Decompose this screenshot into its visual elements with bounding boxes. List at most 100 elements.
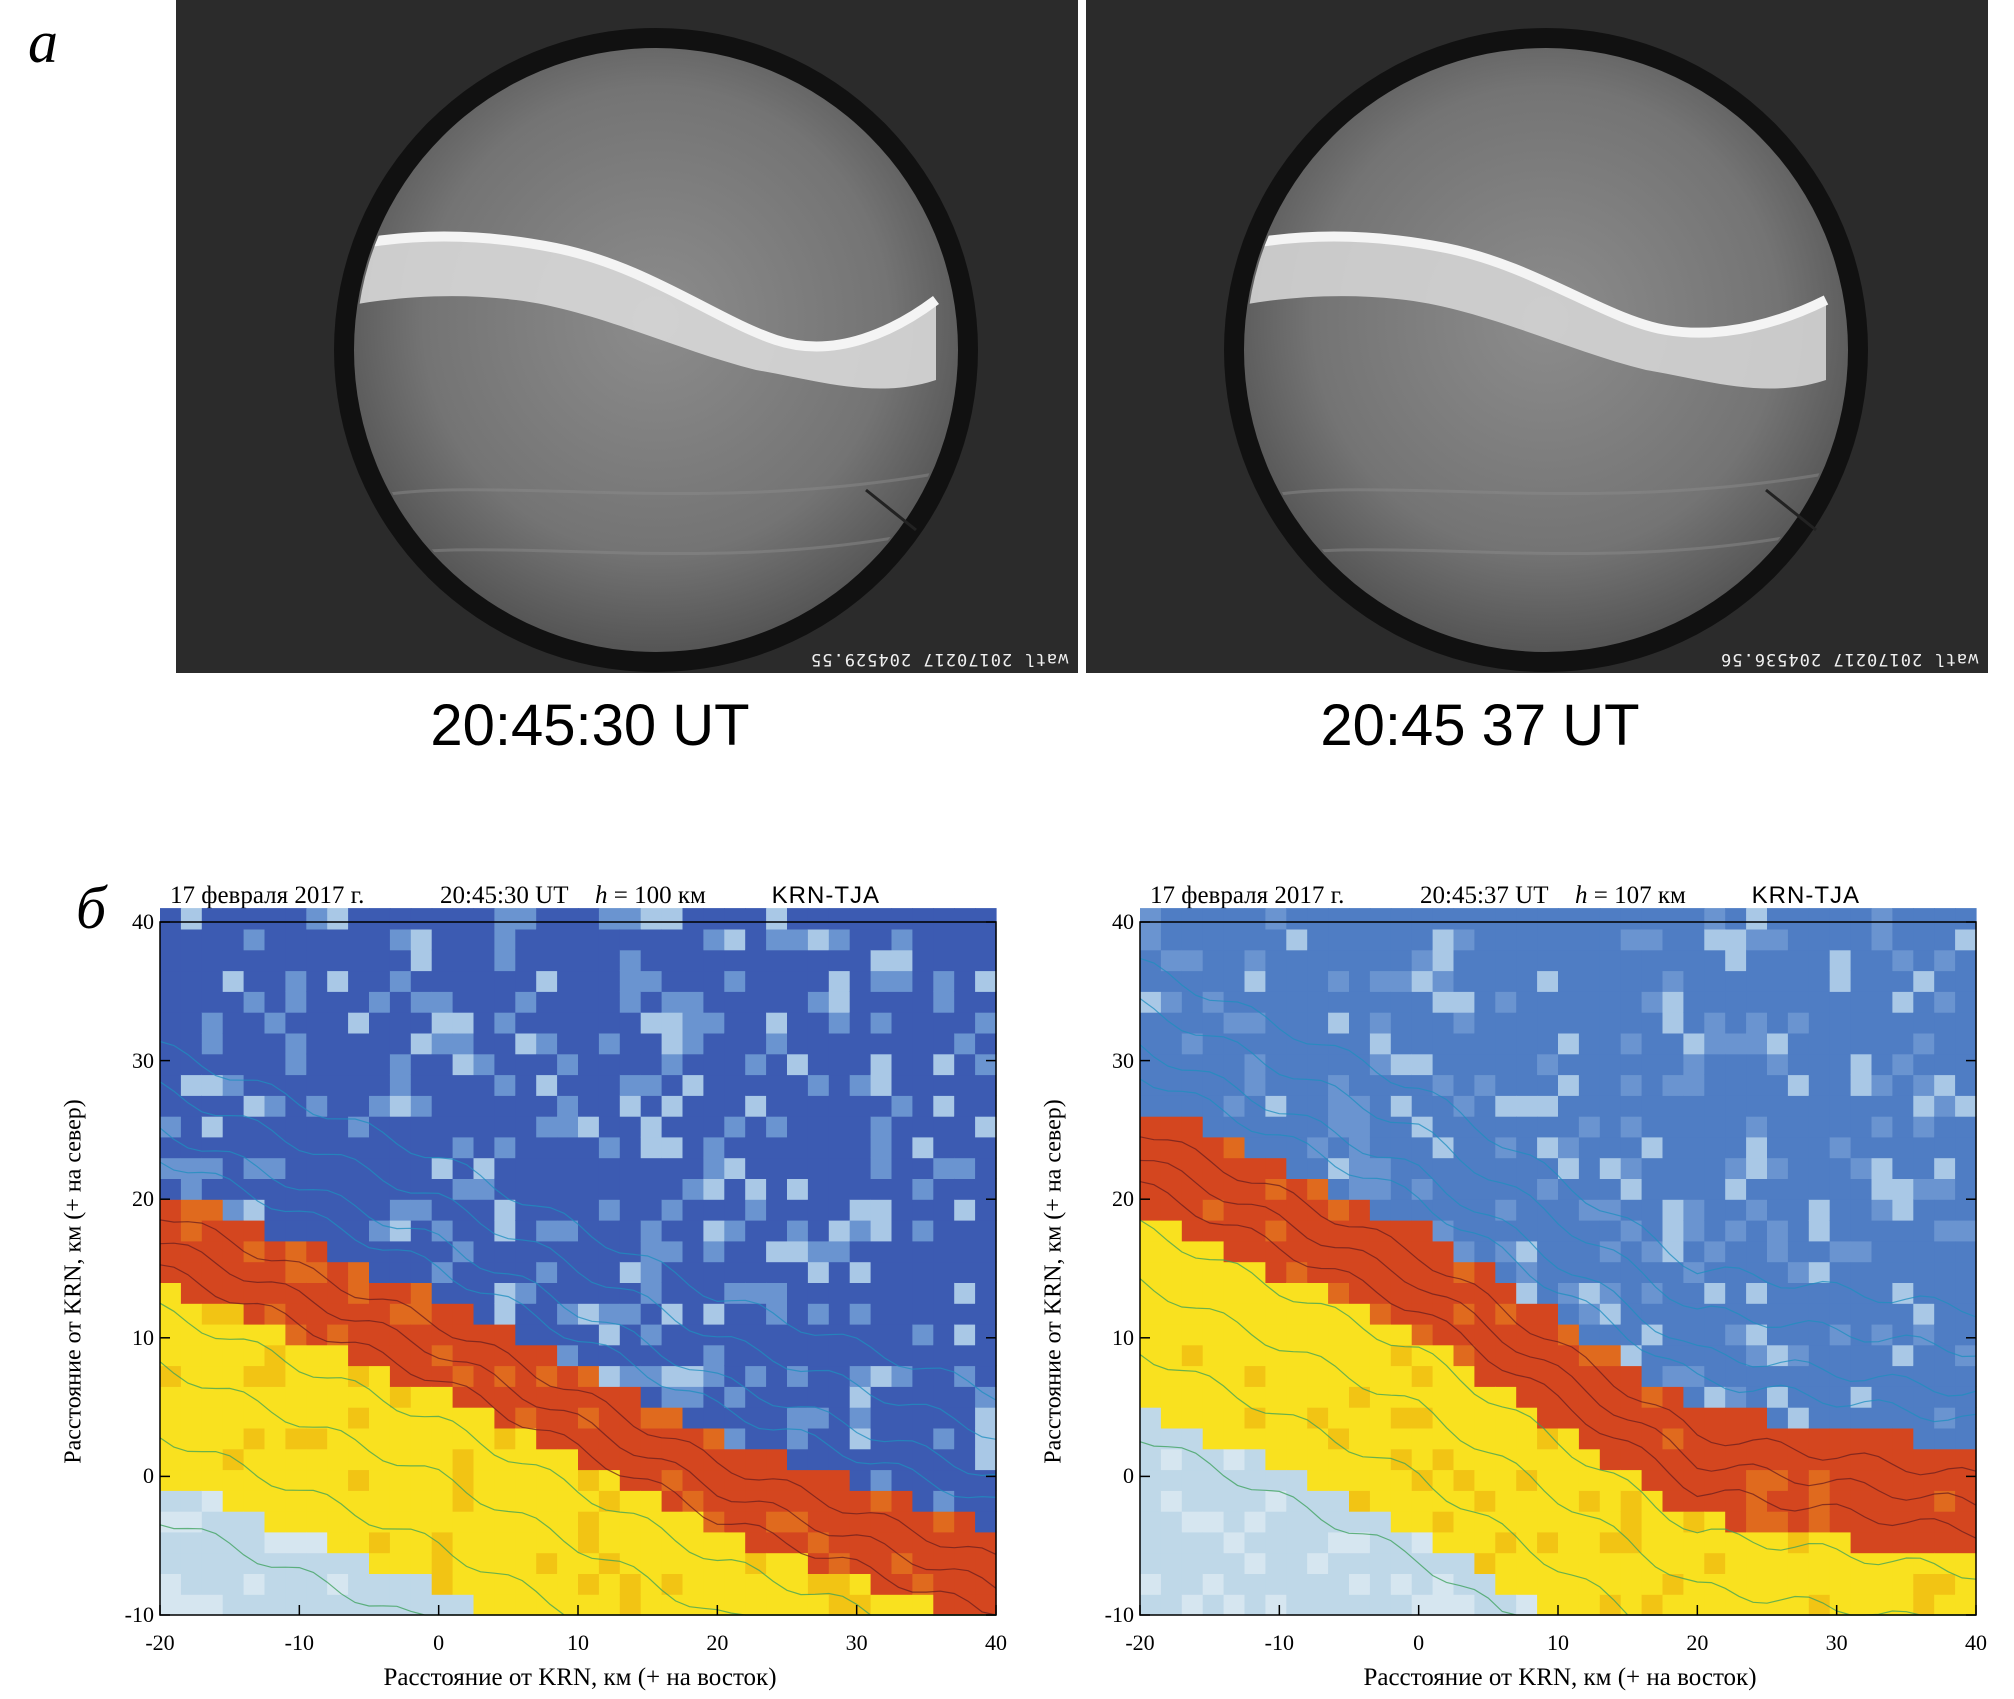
heatmap-cell bbox=[431, 1199, 454, 1221]
heatmap-cell bbox=[1850, 1178, 1873, 1200]
heatmap-cell bbox=[1850, 1552, 1873, 1574]
heatmap-cell bbox=[640, 1303, 663, 1325]
heatmap-cell bbox=[1955, 1095, 1977, 1117]
heatmap-cell bbox=[243, 1282, 266, 1304]
heatmap-cell bbox=[619, 1178, 642, 1200]
heatmap-cell bbox=[180, 1282, 203, 1304]
heatmap-cell bbox=[1286, 1053, 1308, 1076]
heatmap-cell bbox=[410, 1344, 433, 1367]
heatmap-cell bbox=[1369, 991, 1392, 1013]
heatmap-cell bbox=[724, 1469, 746, 1491]
heatmap-cell bbox=[389, 928, 412, 951]
heatmap-cell bbox=[1558, 1136, 1580, 1159]
heatmap-cell bbox=[1767, 1136, 1789, 1159]
heatmap-cell bbox=[578, 1344, 600, 1367]
heatmap-cell bbox=[724, 1490, 746, 1512]
heatmap-cell bbox=[807, 1511, 830, 1533]
heatmap-cell bbox=[975, 1136, 997, 1159]
heatmap-cell bbox=[849, 1199, 872, 1221]
heatmap-cell bbox=[1432, 1199, 1455, 1221]
heatmap-cell bbox=[724, 1344, 746, 1367]
heatmap-cell bbox=[1892, 1178, 1914, 1200]
heatmap-cell bbox=[1453, 1012, 1475, 1034]
heatmap-cell bbox=[1746, 991, 1768, 1013]
heatmap-cell bbox=[724, 1323, 746, 1346]
heatmap-cell bbox=[1641, 1012, 1664, 1034]
heatmap-cell bbox=[1746, 1303, 1768, 1325]
heatmap-cell bbox=[912, 1490, 934, 1512]
heatmap-cell bbox=[912, 1594, 934, 1616]
heatmap-cell bbox=[494, 1136, 516, 1159]
heatmap-cell bbox=[1787, 1386, 1810, 1408]
heatmap-cell bbox=[1474, 1074, 1496, 1096]
heatmap-cell bbox=[536, 1511, 558, 1533]
heatmap-cell bbox=[933, 1469, 955, 1491]
heatmap-cell bbox=[160, 1469, 182, 1491]
heatmap-cell bbox=[1474, 1032, 1496, 1055]
heatmap-cell bbox=[1787, 1511, 1810, 1533]
heatmap-cell bbox=[745, 1552, 767, 1574]
heatmap-cell bbox=[807, 1261, 830, 1283]
heatmap-cell bbox=[264, 1552, 286, 1574]
heatmap-cell bbox=[1537, 1012, 1559, 1034]
heatmap-cell bbox=[598, 1261, 621, 1283]
heatmap-cell bbox=[975, 1282, 997, 1304]
heatmap-cell bbox=[473, 1178, 495, 1200]
heatmap-cell bbox=[1808, 970, 1831, 992]
heatmap-cell bbox=[1286, 1511, 1308, 1533]
heatmap-cell bbox=[1411, 1365, 1434, 1387]
heatmap-cell bbox=[243, 928, 266, 951]
heatmap-cell bbox=[264, 1303, 286, 1325]
heatmap-cell bbox=[1223, 1282, 1246, 1304]
heatmap-cell bbox=[1537, 1407, 1559, 1429]
heatmap-cell bbox=[515, 1220, 537, 1242]
heatmap-cell bbox=[369, 1490, 391, 1512]
heatmap-cell bbox=[766, 1053, 788, 1076]
heatmap-cell bbox=[640, 1365, 663, 1387]
heatmap-cell bbox=[1871, 991, 1893, 1013]
heatmap-cell bbox=[306, 1012, 328, 1034]
heatmap-cell bbox=[1578, 1469, 1601, 1491]
heatmap-cell bbox=[1662, 1448, 1684, 1471]
heatmap-cell bbox=[1746, 1136, 1768, 1159]
heatmap-cell bbox=[201, 1552, 224, 1574]
heatmap-cell bbox=[1160, 1053, 1183, 1076]
heatmap-cell bbox=[1453, 1344, 1475, 1367]
heatmap-cell bbox=[1390, 1511, 1413, 1533]
heatmap-cell bbox=[1850, 1157, 1873, 1179]
heatmap-cell bbox=[1767, 1157, 1789, 1179]
heatmap-cell bbox=[369, 1053, 391, 1076]
heatmap-cell bbox=[1641, 970, 1664, 992]
heatmap-cell bbox=[1307, 1407, 1329, 1429]
heatmap-cell bbox=[243, 1095, 266, 1117]
heatmap-cell bbox=[975, 1178, 997, 1200]
heatmap-cell bbox=[682, 1386, 704, 1408]
heatmap-cell bbox=[1871, 1116, 1893, 1138]
heatmap-cell bbox=[1307, 1074, 1329, 1096]
heatmap-cell bbox=[933, 1220, 955, 1242]
heatmap-cell bbox=[1411, 1531, 1434, 1554]
heatmap-cell bbox=[1955, 1032, 1977, 1055]
heatmap-cell bbox=[661, 1240, 684, 1263]
heatmap-cell bbox=[1265, 1552, 1287, 1574]
heatmap-cell bbox=[1307, 1012, 1329, 1034]
heatmap-cell bbox=[1955, 1531, 1977, 1554]
heatmap-cell bbox=[1160, 1032, 1183, 1055]
heatmap-cell bbox=[745, 1261, 767, 1283]
heatmap-cell bbox=[327, 1095, 349, 1117]
heatmap-cell bbox=[285, 1116, 307, 1138]
heatmap-cell bbox=[1808, 1407, 1831, 1429]
heatmap-cell bbox=[1704, 1427, 1726, 1450]
heatmap-cell bbox=[1934, 928, 1956, 951]
heatmap-cell bbox=[494, 1573, 516, 1595]
heatmap-cell bbox=[1683, 949, 1705, 972]
heatmap-cell bbox=[661, 1303, 684, 1325]
heatmap-cell bbox=[828, 1365, 851, 1387]
heatmap-cell bbox=[1599, 1511, 1622, 1533]
heatmap-cell bbox=[1662, 1344, 1684, 1367]
heatmap-cell bbox=[619, 1531, 642, 1554]
heatmap-cell bbox=[766, 1220, 788, 1242]
heatmap-cell bbox=[410, 1386, 433, 1408]
heatmap-cell bbox=[348, 970, 370, 992]
heatmap-cell bbox=[1829, 1053, 1852, 1076]
